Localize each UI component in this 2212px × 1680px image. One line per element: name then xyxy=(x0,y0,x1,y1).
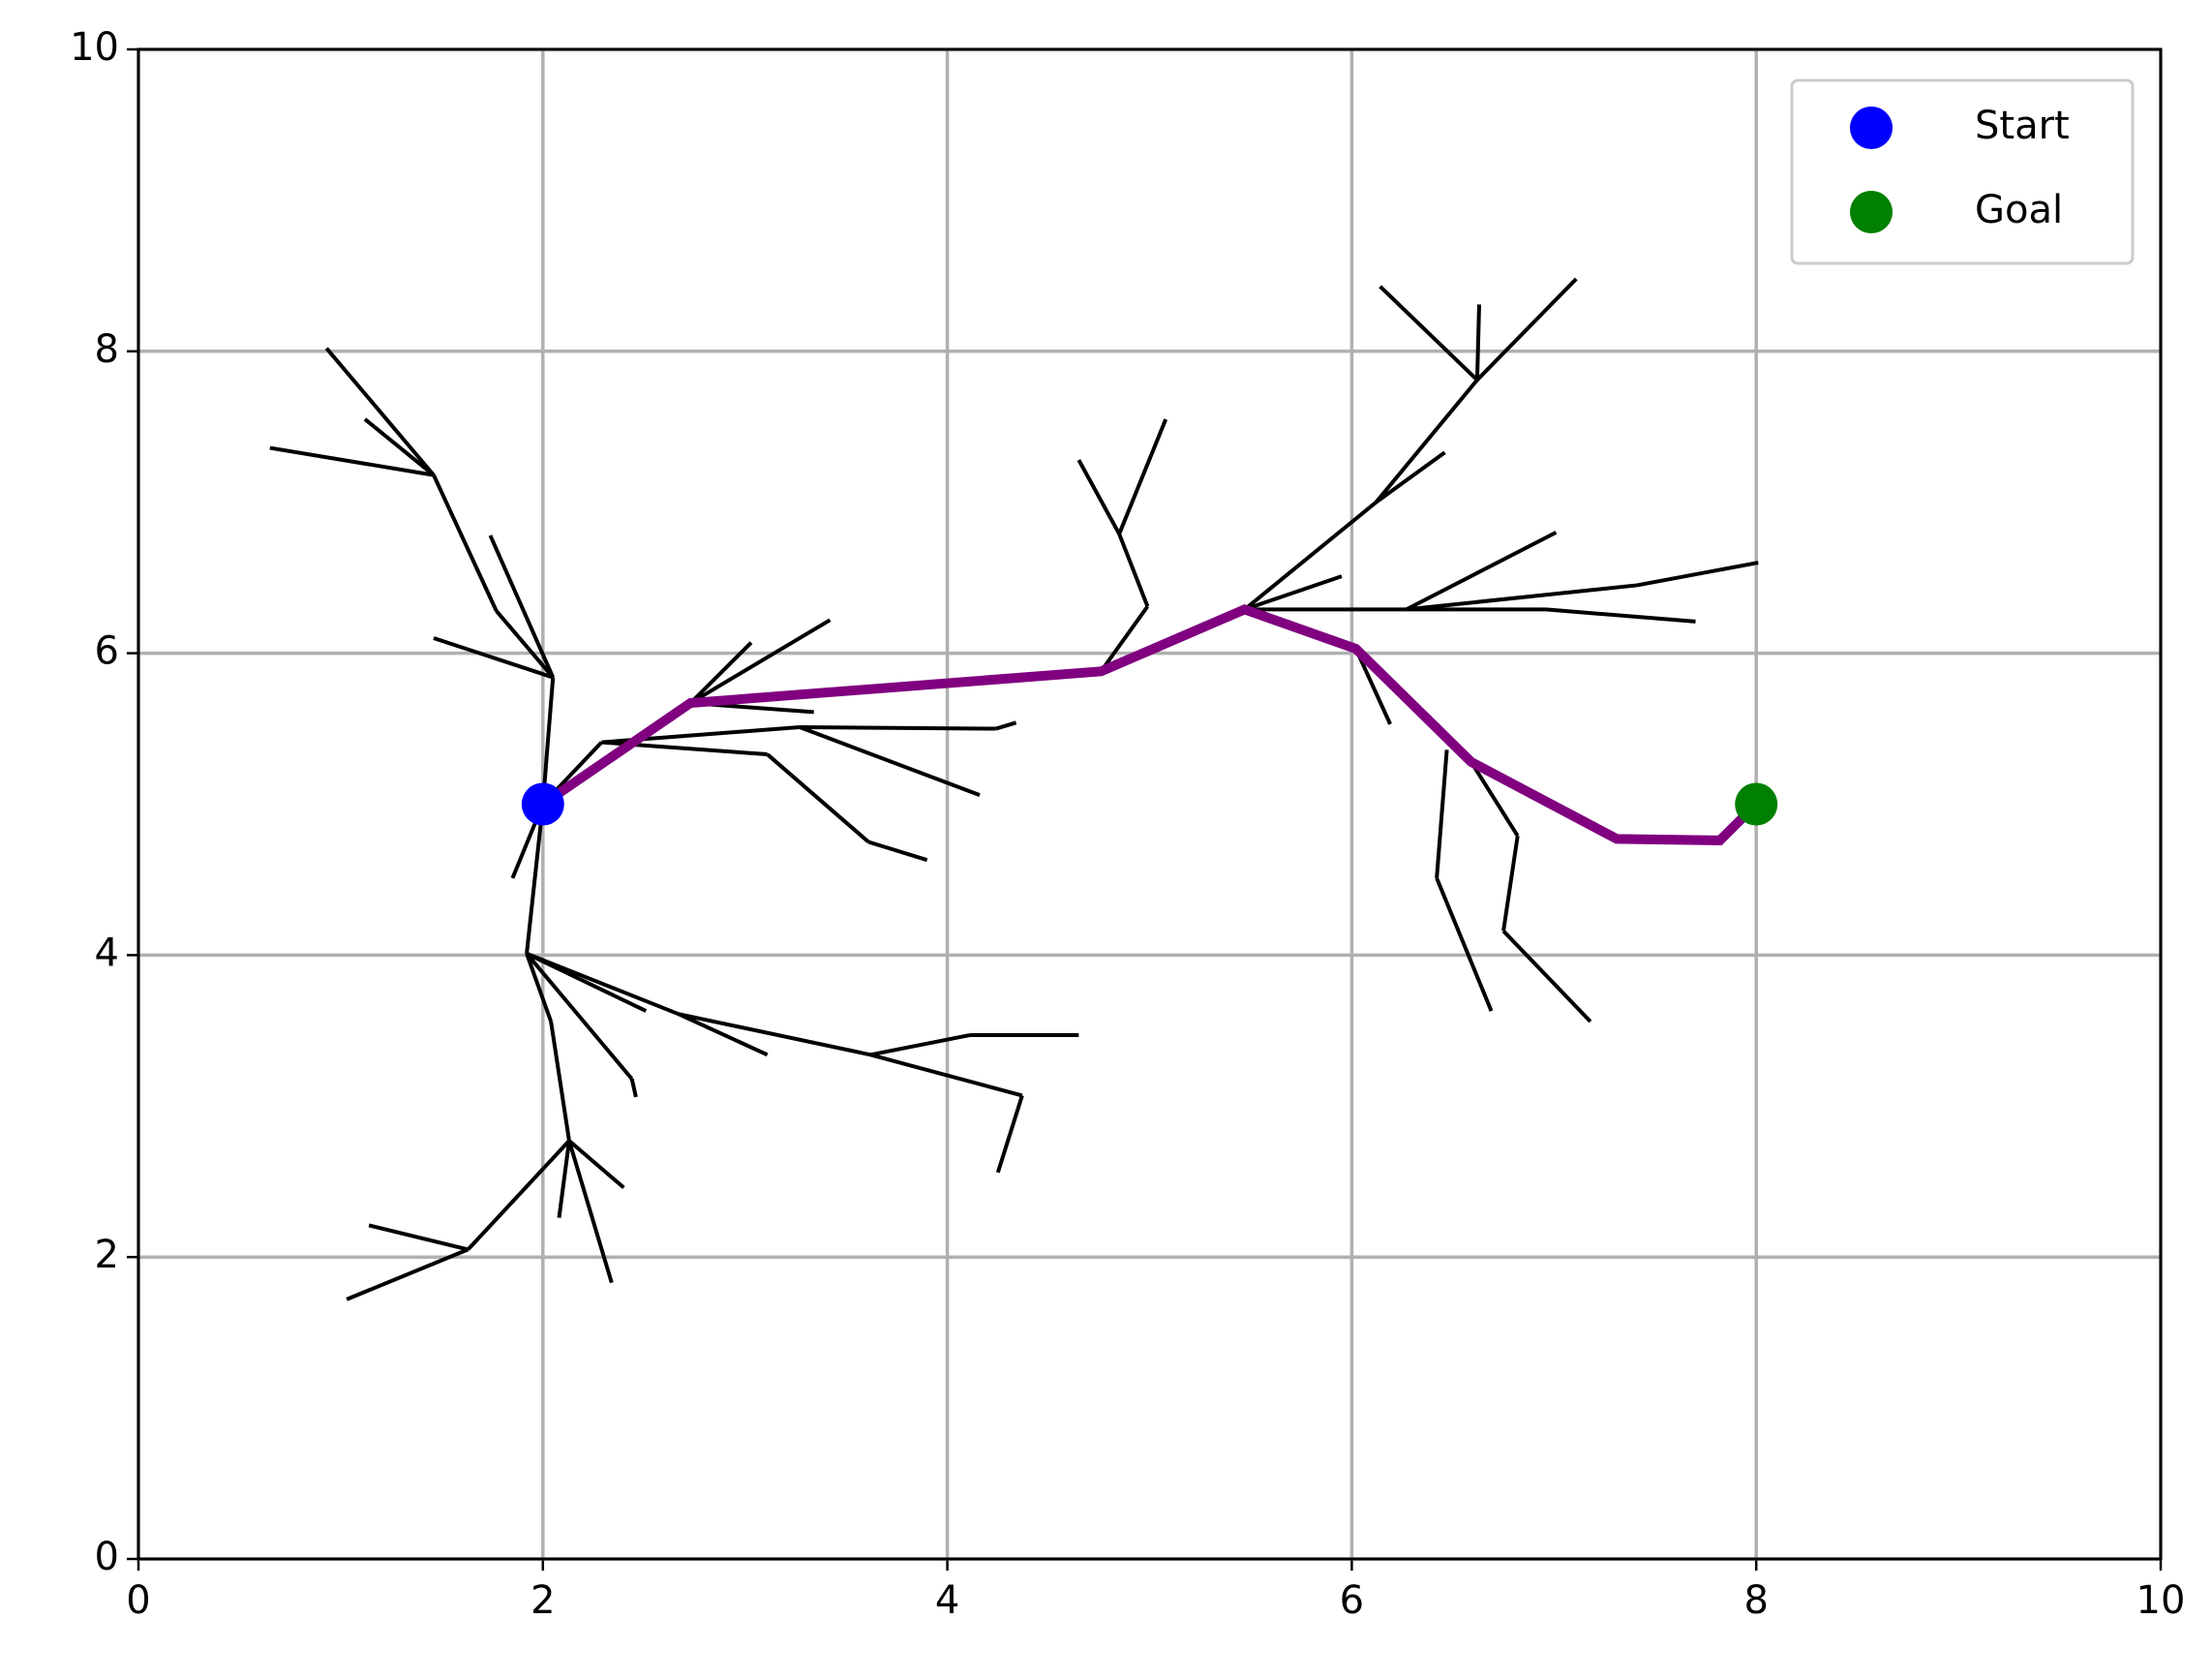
y-tick-label: 8 xyxy=(95,327,119,372)
tree-edge xyxy=(1244,574,1343,612)
legend-label: Start xyxy=(1975,104,2070,148)
y-tick-label: 2 xyxy=(95,1233,119,1277)
legend-label: Goal xyxy=(1975,188,2063,232)
tree-edge xyxy=(1501,835,1520,932)
x-tick-label: 2 xyxy=(530,1578,555,1623)
tree-edge xyxy=(867,840,928,863)
path-line xyxy=(539,604,1760,845)
tree-edge xyxy=(1099,605,1150,673)
legend-marker xyxy=(1850,107,1893,149)
tree-edge xyxy=(525,804,545,955)
tree-edge xyxy=(1117,533,1150,607)
tree-edge xyxy=(1474,304,1482,381)
tree-edge xyxy=(1545,607,1696,624)
tree-edge xyxy=(689,618,832,705)
tree-edge xyxy=(995,1094,1024,1174)
tree-edge xyxy=(567,1140,614,1284)
tree-edge xyxy=(1375,450,1446,504)
tree-edge xyxy=(363,417,436,477)
tree-edge xyxy=(1379,285,1479,382)
tree-edge xyxy=(525,953,554,1023)
tree-edge xyxy=(1353,648,1392,725)
tree-edge xyxy=(1117,418,1168,535)
tree-edge xyxy=(678,1012,871,1057)
tree-edge xyxy=(1501,930,1592,1023)
tree-edge xyxy=(1076,459,1121,535)
point-marker xyxy=(521,782,564,826)
tree-edge xyxy=(1469,760,1520,838)
tree-edge xyxy=(688,641,753,705)
tree-edge xyxy=(432,473,499,612)
legend-box xyxy=(1790,78,2135,265)
x-tick-label: 8 xyxy=(1743,1578,1768,1623)
y-tick-label: 0 xyxy=(95,1535,119,1579)
axes-frame xyxy=(136,47,2163,1561)
tree-edge xyxy=(629,1078,638,1098)
tree-edge xyxy=(525,952,634,1081)
tree-edge xyxy=(433,636,554,680)
tree-edge xyxy=(1636,561,1759,588)
tree-edge xyxy=(526,951,680,1017)
tree-edge xyxy=(346,1247,470,1301)
tree-edge xyxy=(549,1021,571,1142)
plot-area xyxy=(138,49,2161,1559)
tree-edge xyxy=(1475,277,1578,382)
tree-edge xyxy=(869,1053,1023,1098)
tree-edge xyxy=(766,752,870,843)
tree-edge xyxy=(368,1223,469,1252)
tree-edge xyxy=(1374,379,1479,504)
x-tick-label: 6 xyxy=(1340,1578,1364,1623)
x-tick-label: 0 xyxy=(126,1578,150,1623)
x-tick-label: 10 xyxy=(2136,1578,2186,1623)
legend-marker xyxy=(1850,191,1893,233)
tree-edge xyxy=(799,725,981,798)
tree-edge xyxy=(677,1012,769,1057)
y-tick-label: 6 xyxy=(95,629,119,674)
tree-edge xyxy=(995,720,1017,731)
point-marker xyxy=(1735,782,1778,826)
tree-edge xyxy=(557,1140,571,1218)
legend: Start Goal xyxy=(1790,78,2135,265)
tree-edge xyxy=(324,347,436,476)
tree-edge xyxy=(1243,501,1378,611)
y-tick-label: 4 xyxy=(95,931,119,975)
tree-edge xyxy=(800,724,996,731)
x-tick-label: 4 xyxy=(935,1578,959,1623)
tree-edge xyxy=(269,445,435,477)
tree-edge xyxy=(869,1033,970,1057)
tree-edge xyxy=(1405,531,1558,612)
tree-edge xyxy=(488,535,556,679)
y-tick-label: 10 xyxy=(70,25,119,70)
tree-edge xyxy=(1406,583,1638,612)
tree-edge xyxy=(495,609,555,679)
tree-edge xyxy=(1435,749,1449,879)
tree-edge xyxy=(467,1139,571,1251)
tree-edge xyxy=(1435,877,1494,1012)
tree-edge xyxy=(567,1139,625,1190)
